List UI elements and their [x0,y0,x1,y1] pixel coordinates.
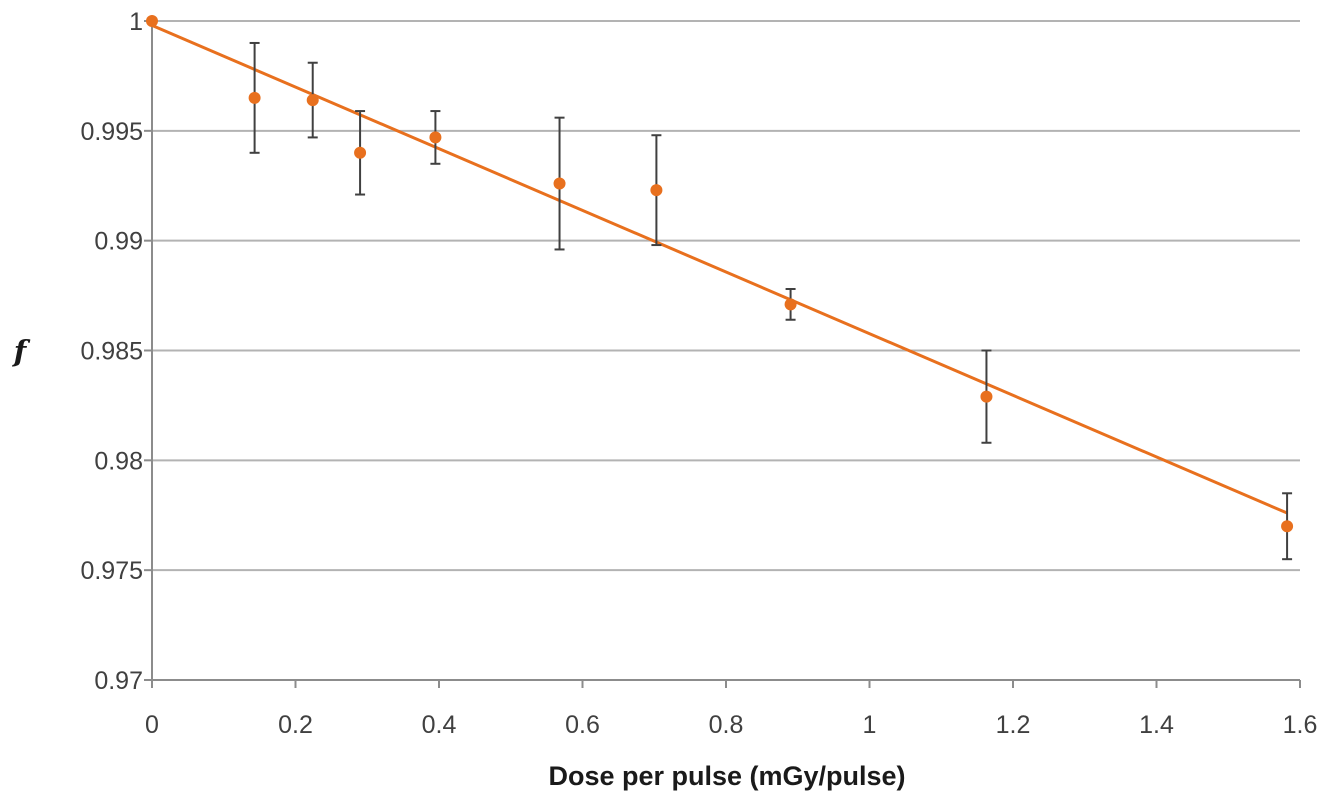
data-point [429,131,442,144]
y-axis-title: f [12,334,31,368]
data-point [980,390,993,403]
x-tick-label: 0 [145,711,159,739]
x-tick-label: 0.4 [422,711,457,739]
y-tick-label: 0.98 [94,447,143,475]
y-tick-label: 1 [129,8,143,36]
data-point [354,146,367,159]
data-point [146,15,158,27]
trendline [151,24,1288,515]
x-axis-title: Dose per pulse (mGy/pulse) [548,761,905,791]
y-tick-label: 0.995 [80,118,143,146]
axes [144,20,1301,688]
y-tick-label: 0.97 [94,667,143,695]
x-tick-label: 0.8 [709,711,744,739]
data-point [1281,520,1294,533]
data-point [553,177,566,190]
data-point [248,91,261,104]
data-point [306,94,319,107]
trendline-layer [151,24,1288,515]
y-tick-labels: 1 0.995 0.99 0.985 0.98 0.975 0.97 [80,8,143,695]
y-tick-label: 0.975 [80,557,143,585]
y-tick-label: 0.99 [94,228,143,256]
data-point [650,184,663,197]
x-tick-label: 0.2 [278,711,313,739]
x-tick-label: 1.6 [1283,711,1318,739]
x-tick-labels: 0 0.2 0.4 0.6 0.8 1 1.2 1.4 1.6 [145,711,1317,739]
data-point [784,298,797,311]
x-tick-label: 0.6 [565,711,600,739]
x-tick-label: 1.4 [1139,711,1174,739]
error-bars [249,41,1293,561]
y-tick-label: 0.985 [80,338,143,366]
x-tick-label: 1 [863,711,877,739]
data-points [146,15,1294,533]
x-tick-label: 1.2 [996,711,1031,739]
gridlines [152,20,1300,572]
